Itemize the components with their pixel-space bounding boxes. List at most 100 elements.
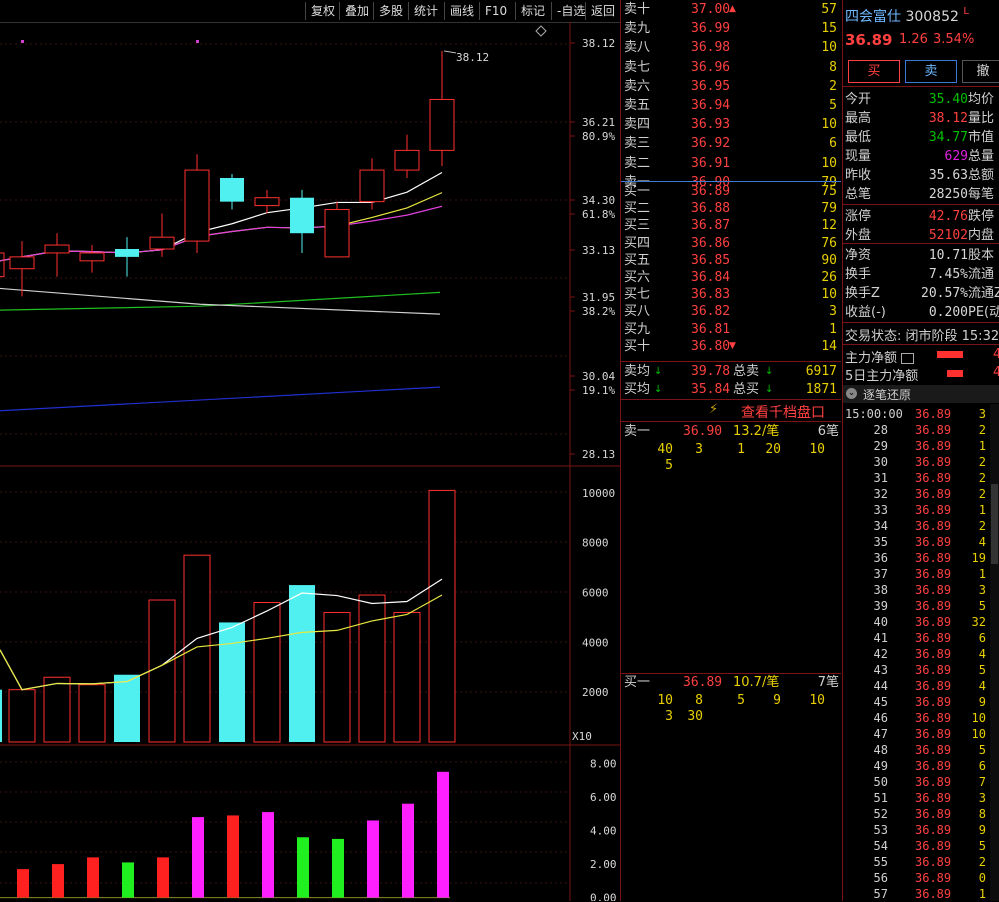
candle[interactable]: [220, 177, 244, 202]
ask-row[interactable]: 卖八 36.98 10: [621, 38, 841, 57]
indicator-bar[interactable]: [227, 815, 239, 898]
bid-row[interactable]: 买十 36.80 ▼ 14: [621, 337, 841, 356]
tick-price: 36.89: [915, 727, 952, 741]
indicator-bar[interactable]: [122, 862, 134, 898]
indicator-bar[interactable]: [52, 864, 64, 898]
stat-row: 换手 7.45% 流通: [843, 265, 999, 284]
candle[interactable]: [44, 244, 70, 254]
candle[interactable]: [394, 149, 420, 171]
candle[interactable]: [184, 169, 210, 242]
indicator-bar[interactable]: [402, 803, 414, 898]
ask-row[interactable]: 卖十 37.00 ▲ 57: [621, 0, 841, 19]
ask1-detail[interactable]: 卖一 36.90 13.2/笔 6笔: [621, 422, 841, 441]
cancel-order-button[interactable]: 撤: [962, 60, 999, 83]
bid-row[interactable]: 买四 36.86 76: [621, 234, 841, 253]
candle[interactable]: [149, 236, 175, 250]
price-axis-label: 36.21: [582, 116, 615, 129]
indicator-bar[interactable]: [297, 837, 309, 898]
tick-price: 36.89: [915, 759, 952, 773]
stat-label-2: PE(动): [968, 305, 999, 320]
volume-bar[interactable]: [219, 622, 245, 742]
indicator-bar[interactable]: [87, 857, 99, 898]
tick-scrollbar[interactable]: [990, 404, 999, 901]
candle: [0, 252, 5, 278]
candle[interactable]: [290, 197, 314, 234]
ask-row[interactable]: 卖五 36.94 5: [621, 96, 841, 115]
toolbar-button-3[interactable]: 统计: [408, 2, 443, 20]
toolbar-button-4[interactable]: 画线: [444, 2, 479, 20]
chevron-down-icon[interactable]: ⌄: [846, 388, 857, 399]
volume-bar[interactable]: [289, 585, 315, 742]
tick-volume: 4: [978, 647, 986, 661]
toolbar-button-8[interactable]: 返回: [585, 2, 620, 20]
ask-row[interactable]: 卖三 36.92 6: [621, 134, 841, 153]
indicator-bar[interactable]: [192, 817, 204, 898]
toolbar-button-7[interactable]: -自选: [551, 2, 590, 20]
volume-bar[interactable]: [428, 489, 456, 743]
indicator-bar[interactable]: [367, 820, 379, 898]
bid-row[interactable]: 买三 36.87 12: [621, 216, 841, 235]
volume-bar[interactable]: [148, 599, 176, 743]
candle[interactable]: [359, 169, 385, 203]
ask-row[interactable]: 卖二 36.91 10: [621, 154, 841, 173]
toolbar-button-6[interactable]: 标记: [515, 2, 550, 20]
volume-bar[interactable]: [183, 554, 211, 743]
candle[interactable]: [115, 249, 139, 257]
ask-row[interactable]: 卖六 36.95 2: [621, 77, 841, 96]
toolbar-button-5[interactable]: F10: [479, 2, 512, 20]
bid1-detail[interactable]: 买一 36.89 10.7/笔 7笔: [621, 673, 841, 692]
volume-bar[interactable]: [43, 676, 71, 743]
bid-row[interactable]: 买五 36.85 90: [621, 251, 841, 270]
diamond-icon[interactable]: [535, 25, 547, 37]
bid-row[interactable]: 买七 36.83 10: [621, 285, 841, 304]
bid-row[interactable]: 买二 36.88 79: [621, 199, 841, 218]
candle[interactable]: [9, 256, 35, 270]
ask-row[interactable]: 卖九 36.99 15: [621, 19, 841, 38]
stat-label: 最高: [845, 111, 872, 126]
tick-price: 36.89: [915, 599, 952, 613]
candle[interactable]: [429, 98, 455, 151]
volume-bar[interactable]: [253, 602, 281, 743]
stat-row: 昨收 35.63 总额: [843, 166, 999, 185]
indicator-axis-label: 2.00: [590, 858, 617, 871]
toolbar-button-2[interactable]: 多股: [373, 2, 408, 20]
candle[interactable]: [324, 209, 350, 258]
ask-row[interactable]: 卖七 36.96 8: [621, 58, 841, 77]
volume-bar[interactable]: [393, 611, 421, 743]
list-icon[interactable]: [901, 353, 915, 364]
volume-bar[interactable]: [8, 689, 36, 743]
volume-bar[interactable]: [114, 674, 140, 742]
ticks-header[interactable]: ⌄ 逐笔还原: [843, 385, 999, 403]
indicator-bar[interactable]: [157, 857, 169, 898]
bid-row[interactable]: 买八 36.82 3: [621, 302, 841, 321]
candle[interactable]: [79, 252, 105, 262]
ask-row[interactable]: 卖四 36.93 10: [621, 115, 841, 134]
divider: [843, 243, 999, 244]
order-volume: 79: [821, 174, 837, 190]
toolbar-button-0[interactable]: 复权: [305, 2, 340, 20]
ask-row[interactable]: 卖一 36.90 79: [621, 173, 841, 192]
indicator-bar[interactable]: [437, 771, 449, 898]
bid-row[interactable]: 买九 36.81 1: [621, 320, 841, 339]
order-volume: 8: [829, 59, 837, 75]
stat-label-2: 市值: [968, 130, 995, 145]
buy-button[interactable]: 买: [848, 60, 900, 83]
thousand-level-link[interactable]: 查看千档盘口: [741, 405, 825, 421]
detail-avg: 13.2/笔: [733, 424, 780, 439]
volume-bar[interactable]: [78, 684, 106, 743]
tick-time: 53: [873, 823, 888, 837]
order-queue-item: 5: [737, 693, 745, 708]
indicator-bar[interactable]: [17, 869, 29, 898]
volume-bar[interactable]: [358, 594, 386, 743]
main-net5-bar: [947, 370, 963, 377]
toolbar-button-1[interactable]: 叠加: [339, 2, 374, 20]
sell-button[interactable]: 卖: [905, 60, 957, 83]
bid-row[interactable]: 买六 36.84 26: [621, 268, 841, 287]
indicator-bar[interactable]: [262, 812, 274, 898]
candle[interactable]: [254, 197, 280, 207]
volume-bar[interactable]: [323, 611, 351, 743]
indicator-bar[interactable]: [332, 838, 344, 898]
price-axis-label: 30.04: [582, 370, 615, 383]
bid-row[interactable]: 买一 36.89 75: [621, 182, 841, 201]
